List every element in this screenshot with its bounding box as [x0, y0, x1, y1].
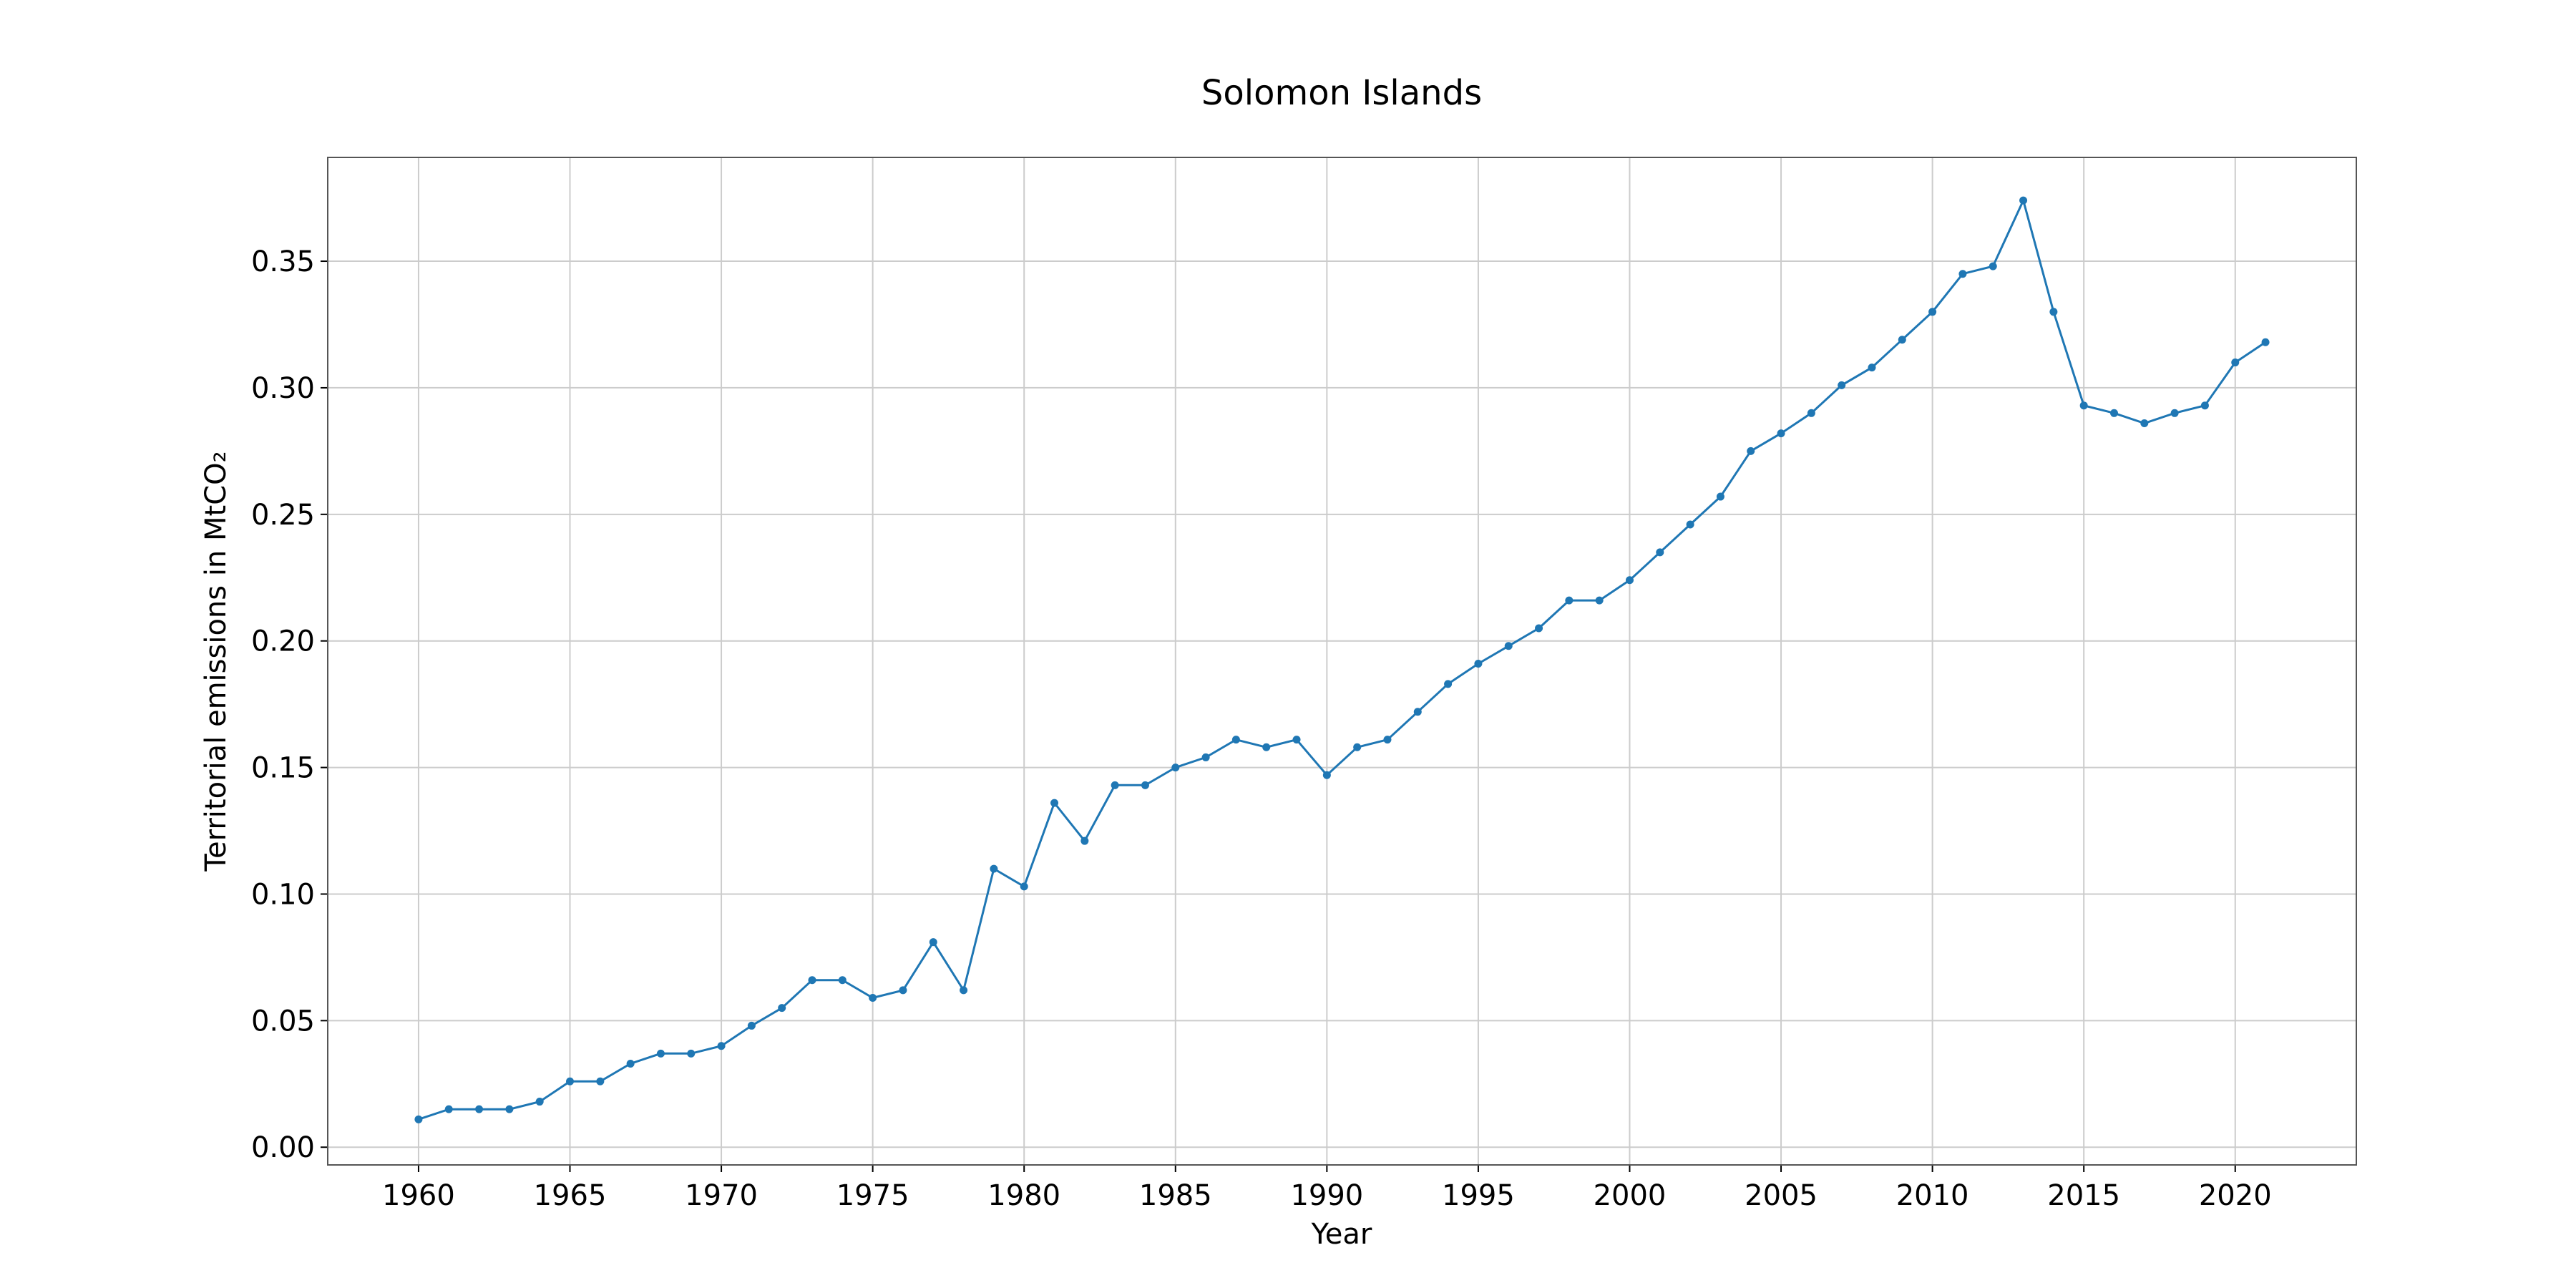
data-point	[1444, 680, 1453, 688]
data-point	[1686, 520, 1694, 529]
data-point	[2140, 419, 2149, 427]
y-axis-label: Territorial emissions in MtCO₂	[200, 451, 233, 872]
data-point	[2109, 409, 2118, 417]
data-point	[1322, 771, 1331, 779]
data-point	[717, 1042, 726, 1050]
data-point	[1353, 743, 1362, 751]
data-point	[1050, 799, 1059, 807]
x-tick-label: 1990	[1290, 1179, 1363, 1212]
data-point	[1747, 447, 1755, 455]
data-point	[838, 976, 847, 985]
x-tick-label: 1975	[836, 1179, 909, 1212]
chart-title: Solomon Islands	[1201, 73, 1482, 113]
y-tick-label: 0.25	[251, 499, 315, 532]
data-point	[596, 1077, 605, 1085]
data-point	[626, 1059, 635, 1068]
data-point	[929, 938, 937, 947]
data-point	[1565, 596, 1574, 605]
series-line	[418, 197, 2266, 1121]
data-point	[990, 864, 998, 873]
data-point	[1898, 336, 1906, 344]
data-point	[1231, 736, 1240, 744]
data-point	[1413, 708, 1422, 716]
data-point	[1504, 642, 1513, 650]
data-point	[1656, 548, 1664, 557]
data-point	[1141, 781, 1149, 789]
grid	[328, 157, 2356, 1165]
data-point	[566, 1077, 575, 1085]
data-point	[1171, 763, 1180, 772]
y-tick-label: 0.05	[251, 1005, 315, 1038]
axis-ticks: 1960 1965 1970 1975 1980 1985 1990 1995 2000 2005…	[251, 245, 2272, 1212]
x-tick-label: 2010	[1896, 1179, 1969, 1212]
data-point	[1928, 308, 1937, 316]
data-point	[2079, 401, 2088, 410]
x-axis-label: Year	[1311, 1218, 1372, 1251]
data-point	[2200, 401, 2209, 410]
data-point	[1262, 743, 1271, 751]
data-point	[1807, 409, 1815, 417]
data-point	[1474, 660, 1483, 668]
x-tick-label: 1985	[1139, 1179, 1212, 1212]
data-point	[1625, 576, 1634, 585]
data-series	[414, 196, 2270, 1123]
data-point	[1383, 736, 1392, 744]
data-point	[960, 986, 968, 995]
data-point	[1535, 624, 1543, 633]
data-point	[899, 986, 907, 995]
data-point	[687, 1049, 696, 1058]
data-point	[1020, 882, 1028, 891]
x-tick-label: 2020	[2199, 1179, 2272, 1212]
x-tick-label: 2015	[2047, 1179, 2120, 1212]
y-tick-label: 0.30	[251, 372, 315, 405]
data-point	[535, 1098, 544, 1106]
data-point	[2261, 338, 2270, 346]
data-point	[778, 1004, 786, 1013]
x-tick-label: 1960	[382, 1179, 455, 1212]
data-point	[1838, 381, 1846, 389]
y-tick-label: 0.15	[251, 752, 315, 785]
data-point	[1201, 753, 1210, 761]
data-point	[808, 976, 816, 985]
x-tick-label: 1965	[534, 1179, 607, 1212]
data-point	[2170, 409, 2179, 417]
x-tick-label: 1970	[685, 1179, 758, 1212]
data-point	[1989, 262, 1997, 270]
data-point	[444, 1105, 453, 1113]
plot-frame	[327, 157, 2357, 1166]
data-point	[414, 1115, 423, 1123]
data-point	[1716, 492, 1724, 501]
data-point	[1080, 836, 1089, 845]
data-point	[1111, 781, 1119, 789]
data-point	[1292, 736, 1301, 744]
y-tick-label: 0.20	[251, 625, 315, 658]
data-point	[1868, 364, 1876, 372]
y-tick-label: 0.10	[251, 878, 315, 911]
data-point	[475, 1105, 484, 1113]
y-tick-label: 0.35	[251, 245, 315, 278]
data-point	[656, 1049, 665, 1058]
data-point	[2019, 196, 2028, 205]
data-point	[869, 994, 877, 1002]
data-point	[505, 1105, 514, 1113]
data-point	[1958, 270, 1967, 278]
data-point	[1595, 596, 1604, 605]
x-tick-label: 1980	[987, 1179, 1060, 1212]
x-tick-label: 2005	[1745, 1179, 1818, 1212]
x-tick-label: 1995	[1442, 1179, 1515, 1212]
data-point	[747, 1021, 756, 1030]
x-tick-label: 2000	[1594, 1179, 1667, 1212]
data-point	[2049, 308, 2058, 316]
y-tick-label: 0.00	[251, 1131, 315, 1164]
data-point	[1777, 429, 1785, 438]
data-point	[2231, 358, 2240, 367]
